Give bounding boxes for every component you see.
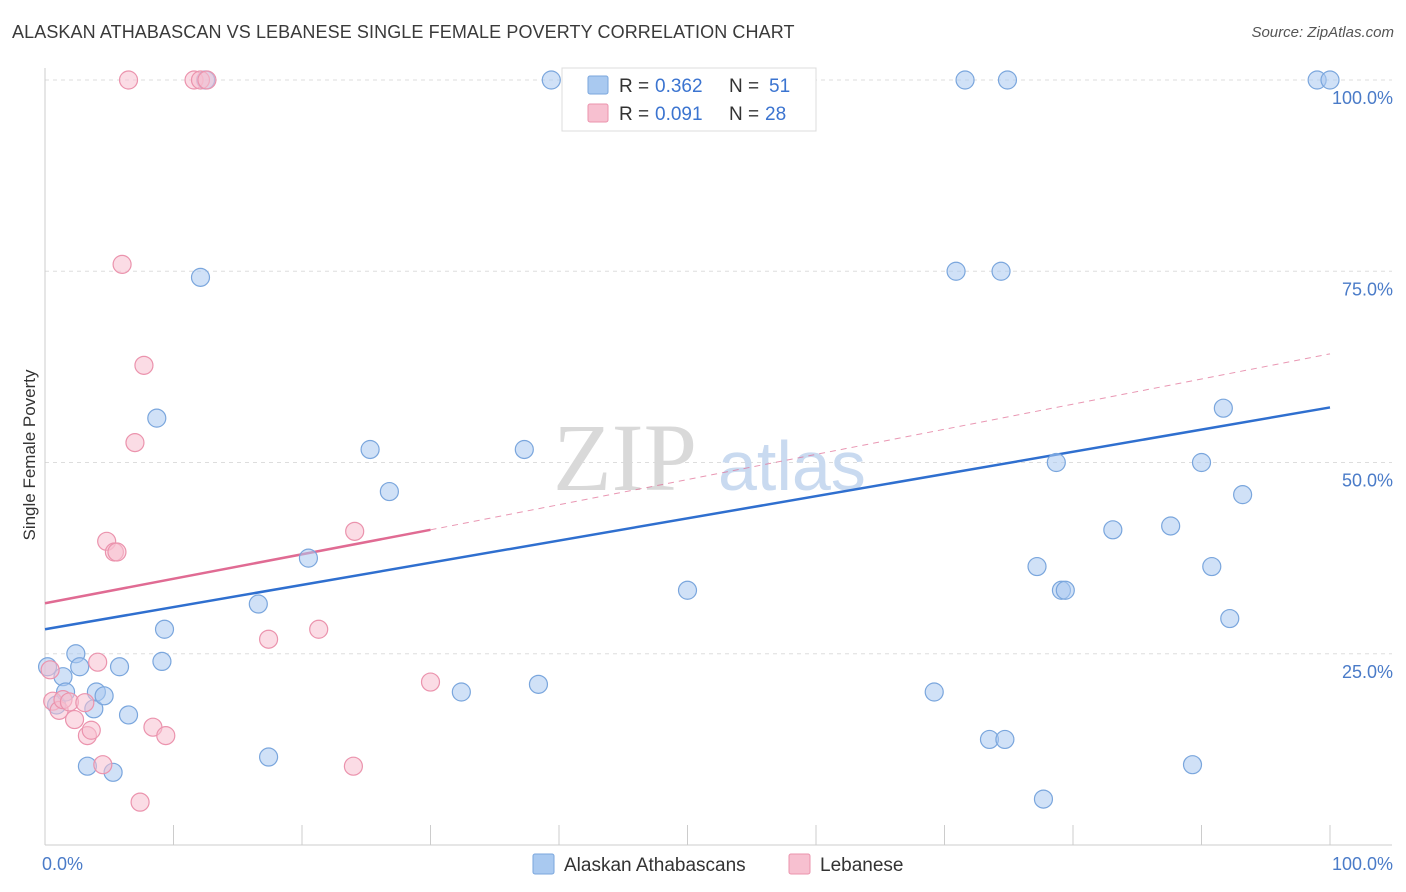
y-tick-label-2: 75.0% <box>1342 279 1393 299</box>
athabascan-point-40 <box>1103 520 1123 540</box>
athabascan-point-32 <box>991 261 1011 281</box>
lebanese-point-27 <box>343 756 363 776</box>
athabascan-point-45 <box>1213 398 1233 418</box>
athabascan-point-37 <box>1046 452 1066 473</box>
trend-lines <box>44 353 1331 631</box>
athabascan-point-44 <box>1202 556 1222 577</box>
athabascan-point-41 <box>1161 516 1181 536</box>
watermark-zip: ZIP <box>553 404 697 511</box>
watermark-atlas: atlas <box>718 427 866 505</box>
athabascan-point-42 <box>1182 755 1203 775</box>
legend-r-label-blue: R = <box>619 76 649 97</box>
tick-labels: 25.0% 50.0% 75.0% 100.0% 0.0% 100.0% <box>42 88 1393 874</box>
athabascan-point-5 <box>70 657 90 677</box>
athabascan-point-15 <box>154 619 175 639</box>
athabascan-point-29 <box>946 261 966 281</box>
athabascan-point-24 <box>528 674 549 694</box>
athabascan-point-33 <box>995 729 1015 750</box>
athabascan-point-22 <box>451 682 471 702</box>
athabascan-point-39 <box>1055 580 1075 600</box>
athabascan-point-17 <box>248 594 268 614</box>
lebanese-point-20 <box>156 726 176 746</box>
athabascan-point-47 <box>1233 485 1253 505</box>
y-tick-label-1: 50.0% <box>1342 471 1393 491</box>
chart-title: ALASKAN ATHABASCAN VS LEBANESE SINGLE FE… <box>12 22 795 42</box>
lebanese-point-16 <box>125 433 145 453</box>
lebanese-point-8 <box>81 720 101 740</box>
grid-layer <box>45 79 1392 655</box>
chart-source: Source: ZipAtlas.com <box>1251 24 1394 41</box>
lebanese-point-6 <box>75 693 95 713</box>
legend-n-value-pink: 28 <box>765 104 786 125</box>
lebanese-trend-line-dashed <box>430 353 1331 531</box>
lebanese-point-18 <box>134 355 154 375</box>
lebanese-point-25 <box>309 619 329 639</box>
lebanese-point-13 <box>107 542 127 562</box>
lebanese-point-15 <box>118 70 139 90</box>
legend-r-label-pink: R = <box>619 104 649 125</box>
lebanese-point-5 <box>64 709 85 730</box>
athabascan-point-14 <box>152 651 172 672</box>
athabascan-point-34 <box>997 70 1018 90</box>
athabascan-point-21 <box>379 481 399 502</box>
athabascan-point-36 <box>1033 789 1054 809</box>
series-legend-swatch-blue <box>532 853 555 875</box>
lebanese-point-17 <box>130 792 150 812</box>
lebanese-point-24 <box>258 629 279 649</box>
lebanese-point-26 <box>345 521 365 541</box>
data-points <box>37 70 1340 812</box>
athabascan-point-23 <box>514 439 534 460</box>
lebanese-trend-line <box>44 528 431 605</box>
athabascan-point-35 <box>1027 556 1047 577</box>
athabascan-point-26 <box>677 580 698 600</box>
y-tick-label-3: 100.0% <box>1332 88 1393 108</box>
athabascan-point-9 <box>94 686 114 706</box>
legend-n-label-pink: N = <box>729 104 759 125</box>
x-tick-label-0: 0.0% <box>42 854 83 874</box>
athabascan-point-13 <box>147 408 167 428</box>
athabascan-point-18 <box>258 747 279 767</box>
athabascan-point-11 <box>109 657 130 677</box>
athabascan-point-46 <box>1220 608 1240 629</box>
legend-r-value-blue: 0.362 <box>655 76 703 97</box>
athabascan-point-28 <box>924 682 944 702</box>
legend-n-label-blue: N = <box>729 76 759 97</box>
series-legend: Alaskan Athabascans Lebanese <box>532 853 903 876</box>
lebanese-point-28 <box>420 672 441 692</box>
athabascan-point-30 <box>955 70 975 90</box>
lebanese-point-23 <box>197 70 217 90</box>
lebanese-point-10 <box>93 755 113 775</box>
x-tick-label-1: 100.0% <box>1332 854 1393 874</box>
athabascan-point-19 <box>298 548 319 568</box>
athabascan-point-43 <box>1191 452 1212 473</box>
athabascan-point-49 <box>1320 70 1340 90</box>
lebanese-point-9 <box>88 652 108 672</box>
athabascan-point-20 <box>360 439 380 460</box>
athabascan-point-12 <box>118 705 139 725</box>
series-legend-swatch-pink <box>788 853 811 875</box>
athabascan-trend-line <box>44 406 1331 631</box>
legend-r-value-pink: 0.091 <box>655 104 703 125</box>
y-tick-label-0: 25.0% <box>1342 662 1393 682</box>
legend-swatch-blue <box>587 75 609 95</box>
legend-n-value-blue: 51 <box>769 76 790 97</box>
athabascan-point-16 <box>190 267 211 287</box>
athabascan-point-25 <box>541 70 561 90</box>
lebanese-point-0 <box>40 660 60 680</box>
legend-swatch-pink <box>587 103 609 123</box>
lebanese-point-14 <box>112 254 132 274</box>
stats-legend: R = 0.362 N = 51 R = 0.091 N = 28 <box>561 67 817 132</box>
y-axis-label: Single Female Poverty <box>20 369 39 541</box>
series-legend-label-pink: Lebanese <box>820 855 903 876</box>
series-legend-label-blue: Alaskan Athabascans <box>564 855 746 876</box>
axis-layer <box>44 68 1392 846</box>
